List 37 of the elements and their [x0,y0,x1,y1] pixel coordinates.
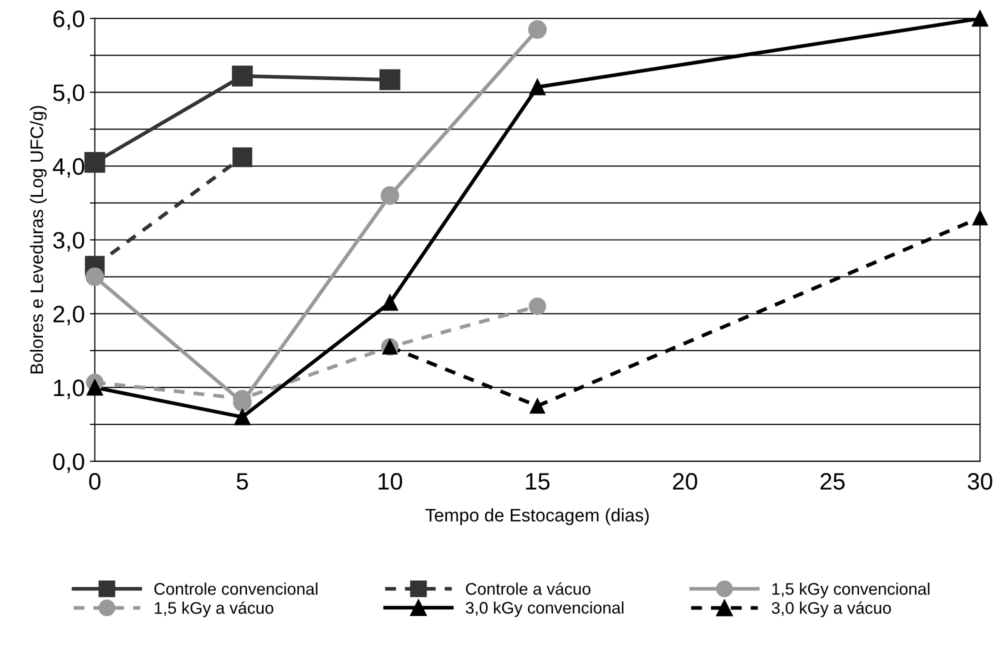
y-tick-label: 2,0 [53,306,84,326]
point [528,298,546,316]
x-tick-label: 20 [673,473,698,490]
legend-label: 1,5 kGy convencional [772,582,930,598]
point [234,408,251,426]
x-axis-title: Tempo de Estocagem (dias) [425,508,649,526]
y-tick-label: 0,0 [53,453,84,473]
x-tick-label: 25 [820,473,845,490]
legend-label: Controle a vácuo [466,582,590,595]
y-tick-label: 4,0 [52,158,84,178]
point [380,186,400,205]
x-tick-label: 10 [378,473,402,490]
point [232,147,252,168]
point [528,20,547,39]
point [379,69,400,90]
y-tick-label: 1,0 [54,380,84,400]
x-tick-label: 0 [89,473,100,490]
point [84,152,106,173]
point [972,210,988,226]
legend-label: Controle convencional [154,582,318,595]
y-tick-label: 3,0 [53,232,84,252]
point [972,10,988,27]
point [86,267,104,286]
y-axis-title: Bolores e Leveduras (Log UFC/g) [30,106,47,374]
point [529,78,546,96]
point [382,294,398,311]
point [86,379,104,396]
point [232,66,253,86]
legend-label: 3,0 kGy convencional [466,601,624,617]
x-tick-label: 5 [236,473,248,490]
legend-label: 3,0 kGy a vácuo [772,601,891,618]
y-tick-label: 6,0 [53,10,84,30]
x-tick-label: 15 [526,473,550,490]
x-tick-label: 30 [968,473,992,490]
y-tick-label: 5,0 [53,84,84,104]
legend-label: 1,5 kGy a vácuo [154,601,274,618]
point [530,398,546,414]
